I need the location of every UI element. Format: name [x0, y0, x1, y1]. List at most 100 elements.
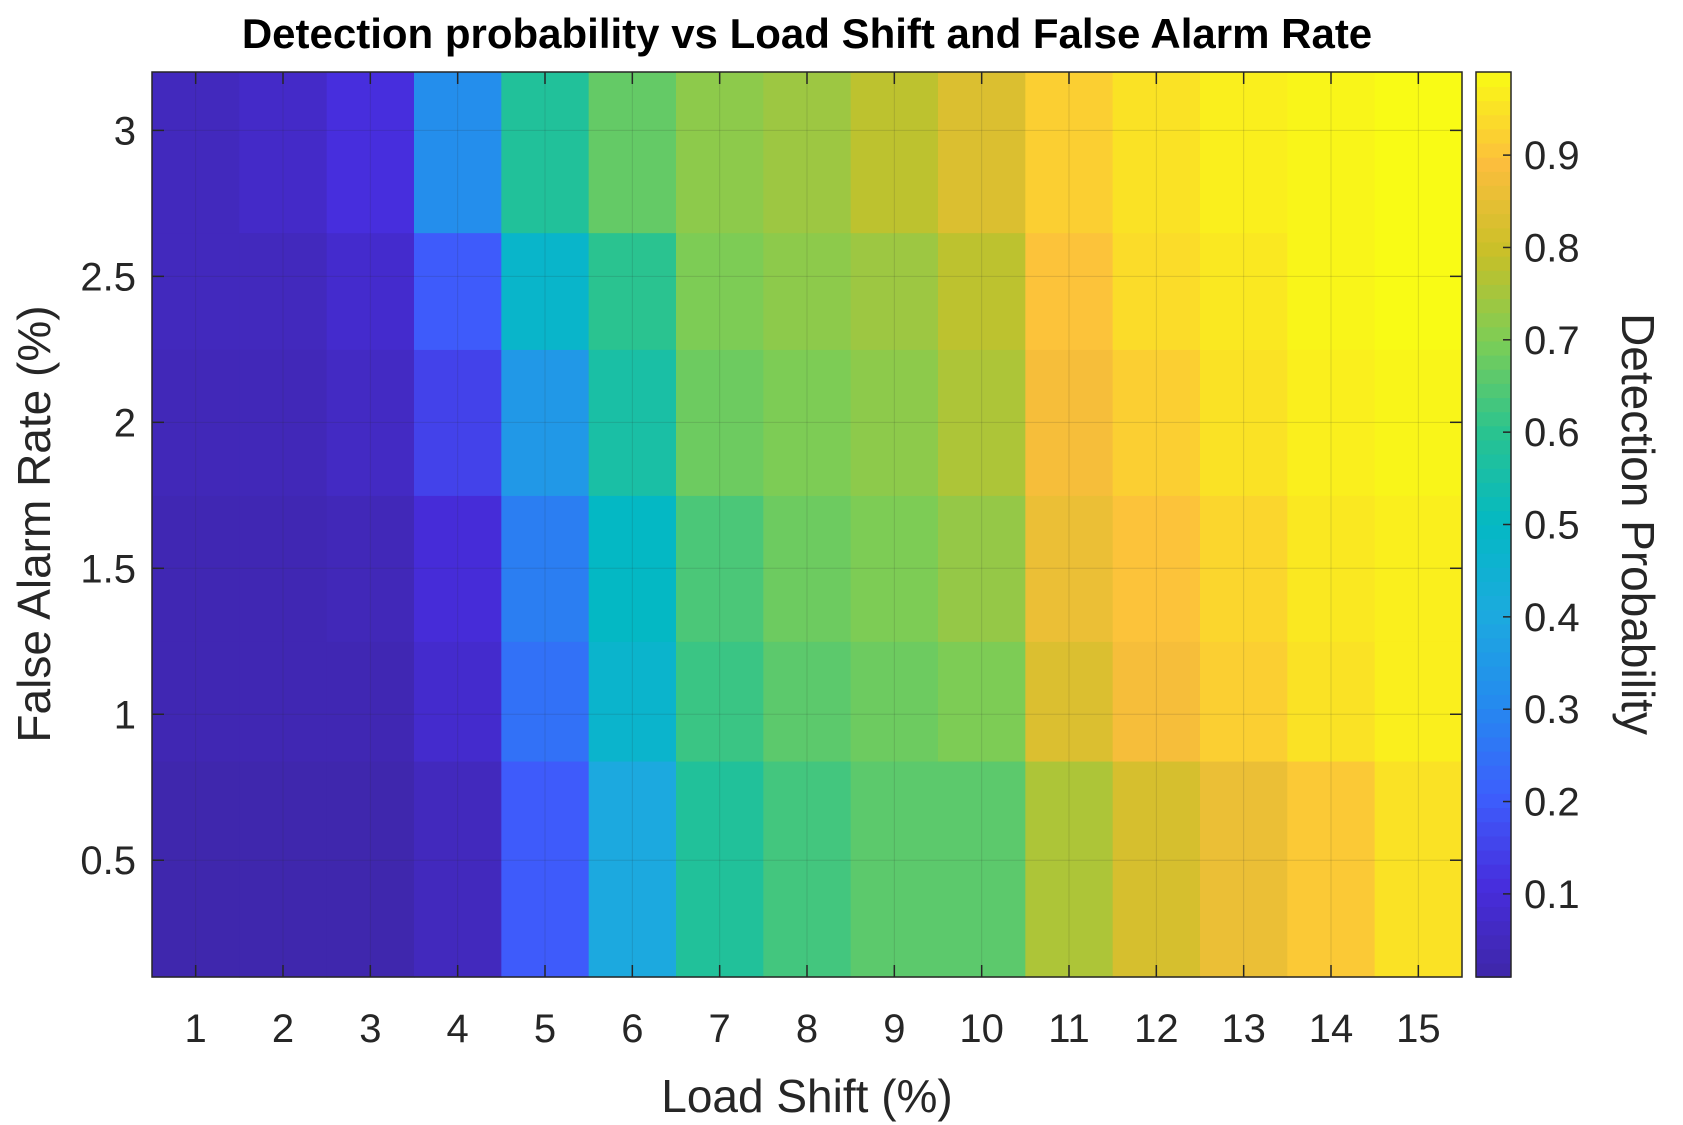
- colorbar-segment: [1476, 736, 1511, 752]
- x-tick-label: 1: [185, 1007, 207, 1051]
- heatmap-cell: [763, 760, 852, 978]
- x-tick-label: 11: [1048, 1007, 1090, 1051]
- heatmap-cell: [1112, 495, 1201, 642]
- heatmap-cell: [326, 760, 415, 978]
- heatmap-cell: [1374, 760, 1463, 978]
- colorbar-segment: [1476, 241, 1511, 257]
- heatmap-cell: [152, 72, 240, 234]
- y-tick-label: 3: [114, 109, 136, 153]
- heatmap-cell: [1025, 641, 1114, 762]
- heatmap-cell: [1112, 760, 1201, 978]
- heatmap-cell: [1025, 495, 1114, 642]
- heatmap-cell: [850, 349, 939, 496]
- colorbar-segment: [1476, 467, 1511, 483]
- colorbar-segment: [1476, 298, 1511, 314]
- heatmap-cell: [588, 641, 677, 762]
- colorbar-segment: [1476, 934, 1511, 950]
- heatmap-cell: [501, 641, 590, 762]
- heatmap-cell: [676, 72, 764, 234]
- heatmap-cell: [676, 232, 764, 350]
- y-axis: 0.5 1 1.5 2 2.5 3: [80, 109, 1462, 883]
- colorbar-label: Detection Probability: [1612, 313, 1664, 735]
- colorbar-segment: [1476, 312, 1511, 328]
- heatmap-cell: [763, 495, 852, 642]
- heatmap-cell: [938, 495, 1026, 642]
- heatmap-cell: [1287, 495, 1376, 642]
- colorbar-segment: [1476, 524, 1511, 540]
- heatmap-cell: [501, 760, 590, 978]
- colorbar-segment: [1476, 623, 1511, 639]
- heatmap-cell: [1025, 349, 1114, 496]
- heatmap-cell: [938, 760, 1026, 978]
- heatmap-cell: [239, 760, 328, 978]
- heatmap-cell: [1374, 72, 1463, 234]
- heatmap-cell: [1025, 232, 1114, 350]
- colorbar-segment: [1476, 835, 1511, 851]
- heatmap-cell: [414, 760, 502, 978]
- x-tick-label: 2: [272, 1007, 294, 1051]
- heatmap-cell: [1200, 641, 1288, 762]
- y-axis-label: False Alarm Rate (%): [8, 305, 60, 742]
- colorbar-segment: [1476, 114, 1511, 130]
- heatmap-cell: [1287, 641, 1376, 762]
- heatmap-cell: [1287, 232, 1376, 350]
- heatmap-cell: [326, 495, 415, 642]
- colorbar-segment: [1476, 807, 1511, 823]
- colorbar-segment: [1476, 552, 1511, 568]
- colorbar-segment: [1476, 213, 1511, 229]
- heatmap-cell: [501, 232, 590, 350]
- x-tick-label: 12: [1134, 1007, 1179, 1051]
- heatmap-cell: [850, 495, 939, 642]
- y-tick-label: 2.5: [80, 255, 136, 299]
- x-tick-label: 7: [709, 1007, 731, 1051]
- colorbar-segment: [1476, 665, 1511, 681]
- heatmap-cell: [588, 495, 677, 642]
- grid-lines: [152, 72, 1462, 977]
- heatmap-cell: [763, 72, 852, 234]
- colorbar-segment: [1476, 142, 1511, 158]
- colorbar-segment: [1476, 694, 1511, 710]
- x-tick-label: 9: [883, 1007, 905, 1051]
- colorbar-segment: [1476, 255, 1511, 271]
- heatmap-cell: [588, 232, 677, 350]
- colorbar-segment: [1476, 156, 1511, 172]
- heatmap-cell: [326, 72, 415, 234]
- colorbar-segment: [1476, 962, 1511, 978]
- heatmap-cell: [938, 641, 1026, 762]
- heatmap-cell: [239, 641, 328, 762]
- colorbar-segment: [1476, 821, 1511, 837]
- x-tick-label: 4: [447, 1007, 469, 1051]
- heatmap-cell: [1112, 641, 1201, 762]
- heatmap-cell: [501, 349, 590, 496]
- colorbar-axis: 0.1 0.2 0.3 0.4 0.5 0.6 0.7 0.8 0.9: [1503, 134, 1580, 917]
- colorbar-segment: [1476, 750, 1511, 766]
- chart-title: Detection probability vs Load Shift and …: [242, 10, 1372, 57]
- heatmap-cell: [239, 349, 328, 496]
- x-tick-label: 3: [359, 1007, 381, 1051]
- heatmap-cell: [850, 641, 939, 762]
- heatmap-cell: [326, 349, 415, 496]
- colorbar-segment: [1476, 609, 1511, 625]
- heatmap-cell: [763, 641, 852, 762]
- heatmap-cell: [239, 72, 328, 234]
- heatmap-cell: [414, 641, 502, 762]
- heatmap-cell: [239, 232, 328, 350]
- colorbar-segment: [1476, 764, 1511, 780]
- colorbar-segment: [1476, 948, 1511, 964]
- heatmap-cell: [676, 641, 764, 762]
- heatmap-cell: [501, 72, 590, 234]
- colorbar-segment: [1476, 284, 1511, 300]
- colorbar-segment: [1476, 581, 1511, 596]
- x-tick-label: 10: [959, 1007, 1004, 1051]
- heatmap-cell: [1025, 72, 1114, 234]
- colorbar-segment: [1476, 849, 1511, 865]
- colorbar-segment: [1476, 892, 1511, 908]
- colorbar-segment: [1476, 496, 1511, 512]
- heatmap-cell: [676, 495, 764, 642]
- heatmap-cell: [152, 232, 240, 350]
- colorbar-segment: [1476, 269, 1511, 285]
- heatmap-cell: [676, 349, 764, 496]
- colorbar-tick-label: 0.8: [1524, 226, 1580, 270]
- heatmap-cell: [1200, 72, 1288, 234]
- colorbar-tick-label: 0.7: [1524, 319, 1580, 363]
